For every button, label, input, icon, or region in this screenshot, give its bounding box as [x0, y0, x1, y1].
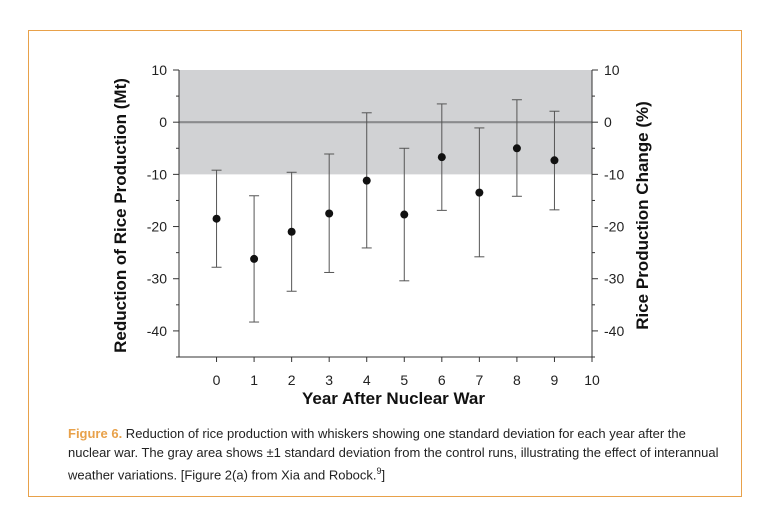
- caption-closing: ]: [381, 467, 386, 483]
- data-point: [512, 144, 521, 153]
- data-point: [400, 210, 409, 219]
- x-tick-label: 6: [438, 372, 446, 388]
- right-y-tick-label: 0: [604, 114, 612, 130]
- x-axis-ticks: 0 1 2 3 4 5 6 7 8 9 10: [213, 357, 600, 388]
- left-y-tick-label: -10: [147, 166, 167, 182]
- right-y-tick-label: -30: [604, 271, 624, 287]
- data-marks: [211, 99, 560, 323]
- citation-superscript: 9: [376, 466, 382, 476]
- x-tick-label: 10: [584, 372, 600, 388]
- figure-frame: [28, 30, 742, 497]
- left-y-axis-title: Reduction of Rice Production (Mt): [111, 78, 130, 353]
- data-point: [437, 153, 446, 162]
- left-y-axis-ticks: 10 0 -10 -20 -30 -40: [147, 62, 179, 358]
- right-y-axis-ticks: 10 0 -10 -20 -30 -40: [592, 62, 624, 358]
- left-y-tick-label: -40: [147, 323, 167, 339]
- left-y-tick-label: 0: [159, 114, 167, 130]
- data-point: [250, 254, 259, 263]
- x-tick-label: 3: [325, 372, 333, 388]
- right-y-axis-title: Rice Production Change (%): [633, 101, 652, 330]
- data-point: [362, 176, 371, 185]
- right-y-tick-label: 10: [604, 62, 620, 78]
- x-tick-label: 7: [475, 372, 483, 388]
- x-tick-label: 5: [400, 372, 408, 388]
- x-tick-label: 8: [513, 372, 521, 388]
- right-y-tick-label: -40: [604, 323, 624, 339]
- figure-caption: Figure 6. Reduction of rice production w…: [68, 424, 728, 484]
- x-tick-label: 9: [551, 372, 559, 388]
- x-axis-title: Year After Nuclear War: [302, 389, 485, 408]
- left-y-tick-label: -20: [147, 219, 167, 235]
- data-point: [475, 188, 484, 197]
- right-y-tick-label: -10: [604, 166, 624, 182]
- x-tick-label: 0: [213, 372, 221, 388]
- caption-text: Reduction of rice production with whiske…: [68, 426, 719, 483]
- left-y-tick-label: 10: [151, 62, 167, 78]
- data-point: [325, 209, 334, 218]
- x-tick-label: 2: [288, 372, 296, 388]
- x-tick-label: 4: [363, 372, 371, 388]
- data-point: [287, 227, 296, 236]
- right-y-tick-label: -20: [604, 219, 624, 235]
- figure-label: Figure 6.: [68, 426, 123, 441]
- x-tick-label: 1: [250, 372, 258, 388]
- data-point: [550, 156, 559, 165]
- data-point: [212, 214, 221, 223]
- left-y-tick-label: -30: [147, 271, 167, 287]
